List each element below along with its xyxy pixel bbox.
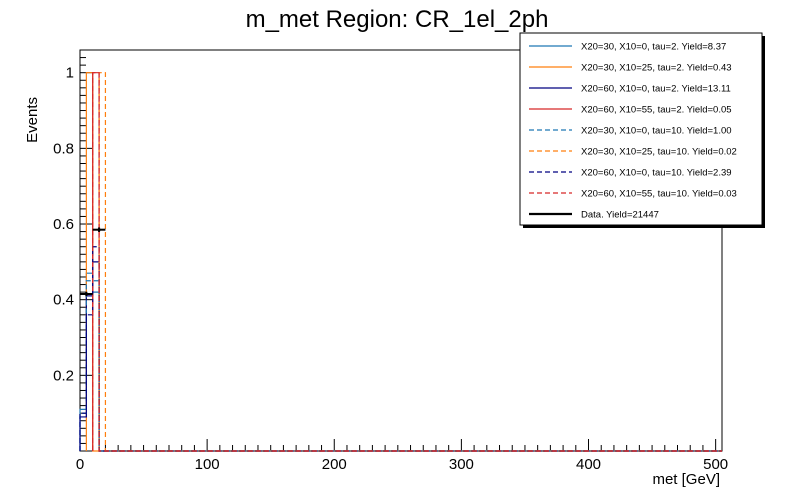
legend-entry: X20=60, X10=0, tau=10. Yield=2.39 xyxy=(581,168,732,179)
x-tick-label: 0 xyxy=(76,456,84,473)
x-tick-label: 100 xyxy=(195,456,220,473)
legend-entry: X20=60, X10=55, tau=10. Yield=0.03 xyxy=(581,189,737,200)
legend: X20=30, X10=0, tau=2. Yield=8.37 X20=30, … xyxy=(519,32,765,228)
y-tick-label: 0.2 xyxy=(53,367,74,384)
legend-entry: X20=30, X10=25, tau=2. Yield=0.43 xyxy=(581,63,732,74)
series-line xyxy=(79,246,722,452)
series-layer xyxy=(79,72,722,452)
series-line xyxy=(79,280,722,452)
data-layer xyxy=(80,227,106,297)
y-tick-label: 0.4 xyxy=(53,292,74,309)
data-point xyxy=(84,292,88,296)
data-point xyxy=(97,228,101,232)
legend-entry: X20=30, X10=25, tau=10. Yield=0.02 xyxy=(581,147,737,158)
series-line xyxy=(79,272,722,452)
legend-entry: Data. Yield=21447 xyxy=(581,210,659,221)
y-tick-label: 1 xyxy=(66,65,74,82)
series-line xyxy=(92,72,722,452)
y-axis: 0.2 0.4 0.6 0.8 1 xyxy=(53,57,92,444)
y-tick-label: 0.6 xyxy=(53,216,74,233)
x-tick-label: 300 xyxy=(449,456,474,473)
y-tick-label: 0.8 xyxy=(53,140,74,157)
legend-box xyxy=(519,32,763,226)
x-tick-label: 500 xyxy=(703,456,728,473)
legend-entry: X20=60, X10=0, tau=2. Yield=13.11 xyxy=(581,84,731,95)
legend-entry: X20=60, X10=55, tau=2. Yield=0.05 xyxy=(581,105,732,116)
series-line xyxy=(98,72,722,452)
x-axis: 0 100 200 300 400 500 xyxy=(76,439,728,473)
x-tick-label: 200 xyxy=(322,456,347,473)
legend-entry: X20=30, X10=0, tau=2. Yield=8.37 xyxy=(581,42,726,53)
legend-entry: X20=30, X10=0, tau=10. Yield=1.00 xyxy=(581,126,732,137)
series-line xyxy=(79,261,722,452)
y-axis-label: Events xyxy=(24,97,41,143)
x-tick-label: 400 xyxy=(576,456,601,473)
chart-title: m_met Region: CR_1el_2ph xyxy=(246,6,549,33)
x-axis-label: met [GeV] xyxy=(652,471,720,488)
